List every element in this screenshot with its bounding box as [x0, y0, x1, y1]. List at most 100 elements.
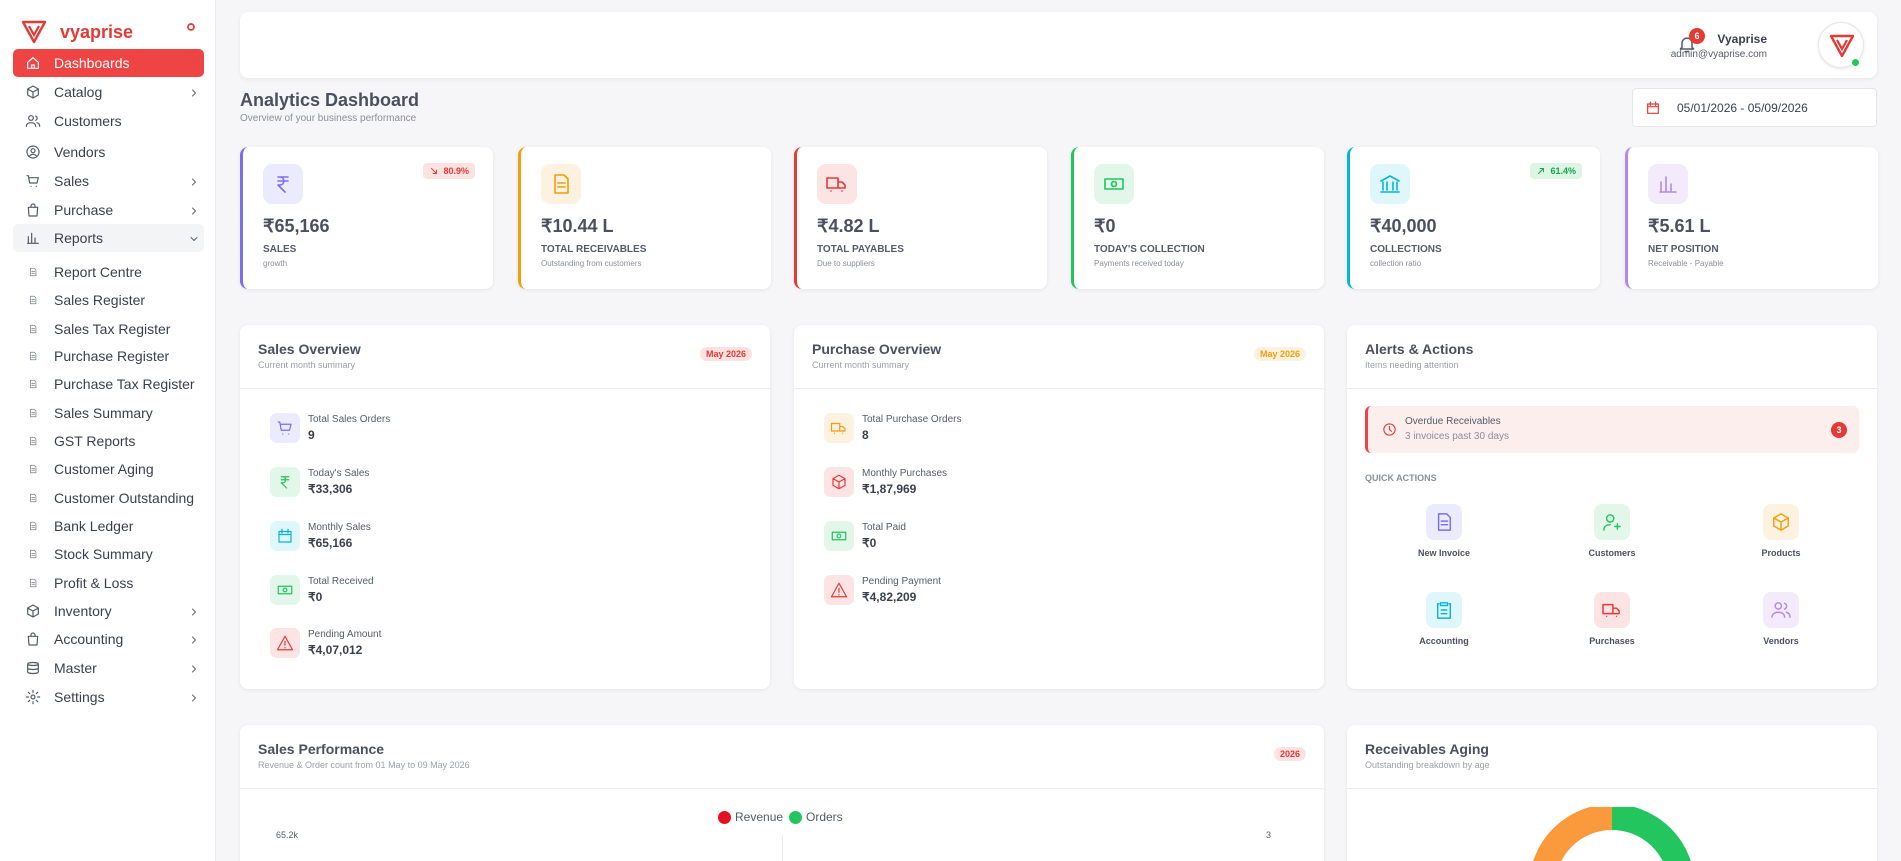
- stat-value: ₹0: [308, 590, 323, 604]
- sub-nav-item[interactable]: Customer Outstanding: [13, 486, 204, 510]
- nav-label: Accounting: [54, 631, 124, 647]
- stat-label: Total Purchase Orders: [862, 414, 962, 425]
- kpi-value: ₹5.61 L: [1648, 216, 1711, 236]
- alert-count: 3: [1831, 422, 1847, 438]
- nav-item[interactable]: Master: [13, 654, 204, 682]
- kpi-label: COLLECTIONS: [1370, 244, 1442, 255]
- sub-nav-item[interactable]: Stock Summary: [13, 542, 204, 566]
- panel-badge: 2026: [1273, 747, 1306, 761]
- nav-item[interactable]: Catalog: [13, 78, 204, 106]
- page-title: Analytics Dashboard: [240, 90, 420, 110]
- kpi-sub: collection ratio: [1370, 259, 1422, 268]
- doc-icon: [30, 295, 37, 305]
- cash-icon: [1094, 164, 1134, 204]
- quick-action[interactable]: Products: [1731, 504, 1831, 574]
- alert-icon: [270, 628, 300, 658]
- useradd-icon: [1594, 504, 1630, 540]
- sub-nav-item[interactable]: Customer Aging: [13, 457, 204, 481]
- avatar-logo: [1829, 34, 1855, 58]
- quick-action[interactable]: Customers: [1562, 504, 1662, 574]
- quick-action[interactable]: Purchases: [1562, 592, 1662, 662]
- user-email: admin@vyaprise.com: [1670, 49, 1767, 60]
- nav-item[interactable]: Accounting: [13, 625, 204, 653]
- sub-nav-label: Customer Aging: [54, 461, 154, 477]
- sub-nav-item[interactable]: Sales Summary: [13, 401, 204, 425]
- panel-title: Alerts & Actions: [1365, 341, 1474, 357]
- panel-divider: [240, 388, 770, 389]
- kpi-card: ₹5.61 L NET POSITION Receivable - Payable: [1625, 147, 1878, 289]
- quick-action[interactable]: Accounting: [1394, 592, 1494, 662]
- chevd-icon: [190, 237, 198, 241]
- sub-nav-item[interactable]: Report Centre: [13, 260, 204, 284]
- notification-badge[interactable]: 6: [1689, 28, 1705, 44]
- doc-icon: [30, 351, 37, 361]
- nav-item[interactable]: Reports: [13, 224, 204, 252]
- stat-label: Total Paid: [862, 522, 906, 533]
- sales-overview: Sales Overview Current month summary May 2…: [240, 325, 770, 689]
- nav-item[interactable]: Inventory: [13, 597, 204, 625]
- kpi-card: ₹10.44 L TOTAL RECEIVABLES Outstanding fro…: [518, 147, 771, 289]
- stat-value: 8: [862, 428, 869, 442]
- circleuser-icon: [26, 145, 40, 159]
- stat-value: ₹0: [862, 536, 877, 550]
- doc-icon: [30, 464, 37, 474]
- nav-item[interactable]: Sales: [13, 167, 204, 195]
- user-avatar[interactable]: [1818, 22, 1864, 68]
- sub-nav-label: Report Centre: [54, 264, 142, 280]
- date-range: 05/01/2026 - 05/09/2026: [1677, 101, 1808, 115]
- cash-icon: [270, 575, 300, 605]
- cal-icon: [1647, 101, 1659, 114]
- quick-action[interactable]: New Invoice: [1394, 504, 1494, 574]
- down-icon: [431, 168, 438, 174]
- kpi-value: ₹0: [1094, 216, 1116, 236]
- aging-donut: [1533, 807, 1691, 861]
- sub-nav-item[interactable]: GST Reports: [13, 429, 204, 453]
- kpi-badge-text: 61.4%: [1550, 166, 1576, 176]
- sub-nav-label: Stock Summary: [54, 546, 153, 562]
- legend-swatch: [718, 811, 731, 824]
- stat-label: Today's Sales: [308, 468, 370, 479]
- sub-nav-item[interactable]: Bank Ledger: [13, 514, 204, 538]
- kpi-label: SALES: [263, 244, 297, 255]
- chev-icon: [192, 178, 196, 186]
- kpi-sub: growth: [263, 259, 288, 268]
- stat-value: ₹65,166: [308, 536, 353, 550]
- doc-icon: [30, 493, 37, 503]
- sub-nav-item[interactable]: Sales Tax Register: [13, 317, 204, 341]
- stat-label: Monthly Sales: [308, 522, 371, 533]
- kpi-card: ₹4.82 L TOTAL PAYABLES Due to suppliers: [794, 147, 1047, 289]
- user-name: Vyaprise: [1717, 32, 1767, 46]
- nav-item[interactable]: Purchase: [13, 196, 204, 224]
- stat-value: ₹4,07,012: [308, 643, 363, 657]
- sub-nav-item[interactable]: Sales Register: [13, 288, 204, 312]
- nav-item[interactable]: Vendors: [13, 138, 204, 166]
- gear-icon: [25, 689, 41, 705]
- date-range-picker[interactable]: 05/01/2026 - 05/09/2026: [1632, 88, 1877, 127]
- doc-icon: [30, 578, 37, 588]
- sub-nav-item[interactable]: Purchase Tax Register: [13, 372, 204, 396]
- sub-nav-item[interactable]: Profit & Loss: [13, 571, 204, 595]
- sub-nav-item[interactable]: Purchase Register: [13, 344, 204, 368]
- doc-icon: [30, 408, 37, 418]
- nav-label: Inventory: [54, 603, 112, 619]
- kpi-label: TODAY'S COLLECTION: [1094, 244, 1205, 255]
- chart-legend: Revenue Orders: [718, 808, 968, 828]
- nav-label: Dashboards: [54, 55, 130, 71]
- stat-value: 9: [308, 428, 315, 442]
- nav-item[interactable]: Dashboards: [13, 49, 204, 77]
- panel-subtitle: Items needing attention: [1365, 360, 1459, 370]
- y-axis-label: 65.2k: [276, 830, 299, 840]
- alert-box[interactable]: Overdue Receivables 3 invoices past 30 da…: [1365, 406, 1859, 453]
- nav-item[interactable]: Settings: [13, 683, 204, 711]
- kpi-sub: Receivable - Payable: [1648, 259, 1724, 268]
- users-icon: [1763, 592, 1799, 628]
- panel-badge: May 2026: [1253, 347, 1306, 361]
- alert-icon: [824, 575, 854, 605]
- cash-icon: [824, 521, 854, 551]
- quick-action-label: Vendors: [1763, 636, 1799, 646]
- nav-item[interactable]: Customers: [13, 107, 204, 135]
- quick-action[interactable]: Vendors: [1731, 592, 1831, 662]
- panel-title: Sales Performance: [258, 741, 385, 757]
- y2-axis-label: 3: [1266, 830, 1272, 840]
- nav-label: Master: [54, 660, 97, 676]
